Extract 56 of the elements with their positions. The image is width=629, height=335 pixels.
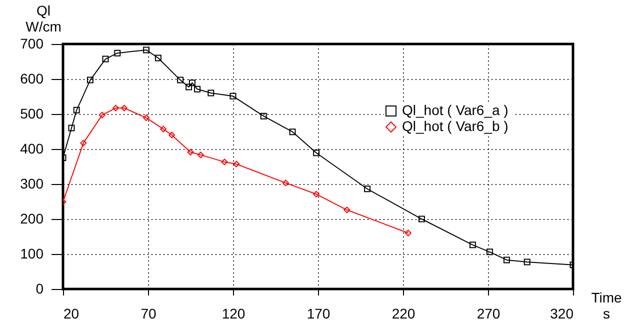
point [112, 104, 119, 112]
point [194, 86, 201, 92]
point [68, 124, 75, 132]
point [364, 186, 371, 192]
point [160, 126, 167, 132]
legend-label: Ql_hot ( Var6_a ) [402, 102, 508, 118]
point [289, 128, 296, 136]
x-tick-label: 170 [306, 306, 330, 322]
y-tick-label: 200 [20, 210, 44, 226]
x-tick-label: 120 [222, 306, 246, 322]
y-tick-label: 600 [20, 70, 44, 86]
point [168, 132, 176, 138]
point [260, 112, 267, 120]
y-tick-label: 300 [20, 176, 44, 192]
point [86, 76, 94, 84]
point [486, 248, 493, 256]
x-tick-label: 220 [392, 306, 416, 322]
y-tick-label: 500 [20, 106, 44, 122]
y-tick-label: 100 [20, 246, 44, 262]
point [102, 56, 109, 62]
point [73, 106, 80, 114]
point [154, 54, 162, 62]
x-tick-label: 320 [550, 306, 574, 322]
point [313, 150, 320, 156]
point [188, 80, 196, 86]
point [221, 158, 228, 166]
y-axis-title: Ql W/cm [26, 2, 62, 34]
point [524, 258, 530, 266]
point [143, 46, 150, 54]
point [120, 104, 128, 112]
point [186, 84, 192, 90]
x-tick-label: 70 [140, 306, 156, 322]
y-tick-label: 700 [20, 36, 44, 52]
point [80, 140, 87, 146]
point [344, 206, 350, 214]
point [143, 114, 150, 122]
legend-label: Ql_hot ( Var6_b ) [402, 118, 508, 134]
point [197, 152, 204, 158]
point [187, 148, 194, 156]
x-tick-label: 20 [64, 306, 80, 322]
point [177, 76, 184, 84]
x-tick-label: 270 [476, 306, 500, 322]
point [98, 112, 106, 118]
point [313, 190, 320, 198]
point [230, 92, 236, 100]
point [469, 242, 476, 248]
y-tick-label: 400 [20, 140, 44, 156]
point [418, 216, 425, 222]
point [503, 256, 510, 264]
point [233, 160, 240, 168]
y-tick-label: 0 [36, 280, 44, 296]
point [404, 230, 412, 236]
x-axis-title: Time s [591, 290, 622, 322]
point [208, 90, 214, 96]
point [282, 180, 289, 186]
point [114, 50, 121, 56]
